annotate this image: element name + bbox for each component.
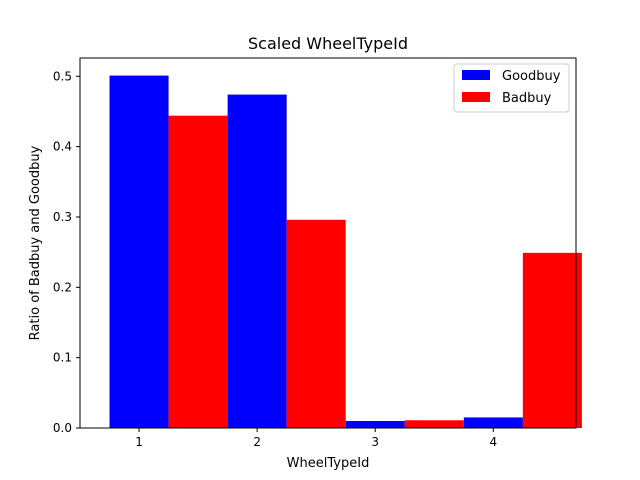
x-tick-label: 4 (490, 435, 498, 449)
x-tick-label: 1 (135, 435, 143, 449)
y-tick-label: 0.1 (53, 351, 72, 365)
x-axis-ticks: 1 2 3 4 (135, 428, 497, 449)
y-tick-label: 0.4 (53, 140, 72, 154)
y-tick-label: 0.5 (53, 69, 72, 83)
y-axis-ticks: 0.0 0.1 0.2 0.3 0.4 0.5 (53, 69, 80, 435)
legend-label-badbuy: Badbuy (502, 91, 552, 106)
bars-group (109, 75, 582, 429)
bar-badbuy-1 (168, 115, 228, 429)
bar-goodbuy-4 (463, 417, 523, 428)
y-tick-label: 0.2 (53, 280, 72, 294)
chart-title: Scaled WheelTypeId (248, 34, 408, 53)
legend-label-goodbuy: Goodbuy (502, 69, 561, 84)
y-tick-label: 0.3 (53, 210, 72, 224)
x-tick-label: 2 (253, 435, 261, 449)
bar-badbuy-2 (286, 219, 346, 428)
plot-frame (79, 57, 577, 429)
x-axis-label: WheelTypeId (287, 456, 370, 471)
x-tick-label: 3 (371, 435, 379, 449)
bar-badbuy-4 (522, 252, 582, 428)
bar-goodbuy-1 (109, 75, 169, 429)
y-axis-label: Ratio of Badbuy and Goodbuy (28, 145, 43, 340)
legend: Goodbuy Badbuy (453, 63, 570, 113)
legend-swatch-goodbuy (462, 70, 490, 80)
y-tick-label: 0.0 (53, 421, 72, 435)
bar-goodbuy-3 (345, 420, 405, 428)
bar-goodbuy-2 (227, 94, 287, 429)
bar-badbuy-3 (404, 420, 464, 428)
legend-swatch-badbuy (462, 92, 490, 102)
